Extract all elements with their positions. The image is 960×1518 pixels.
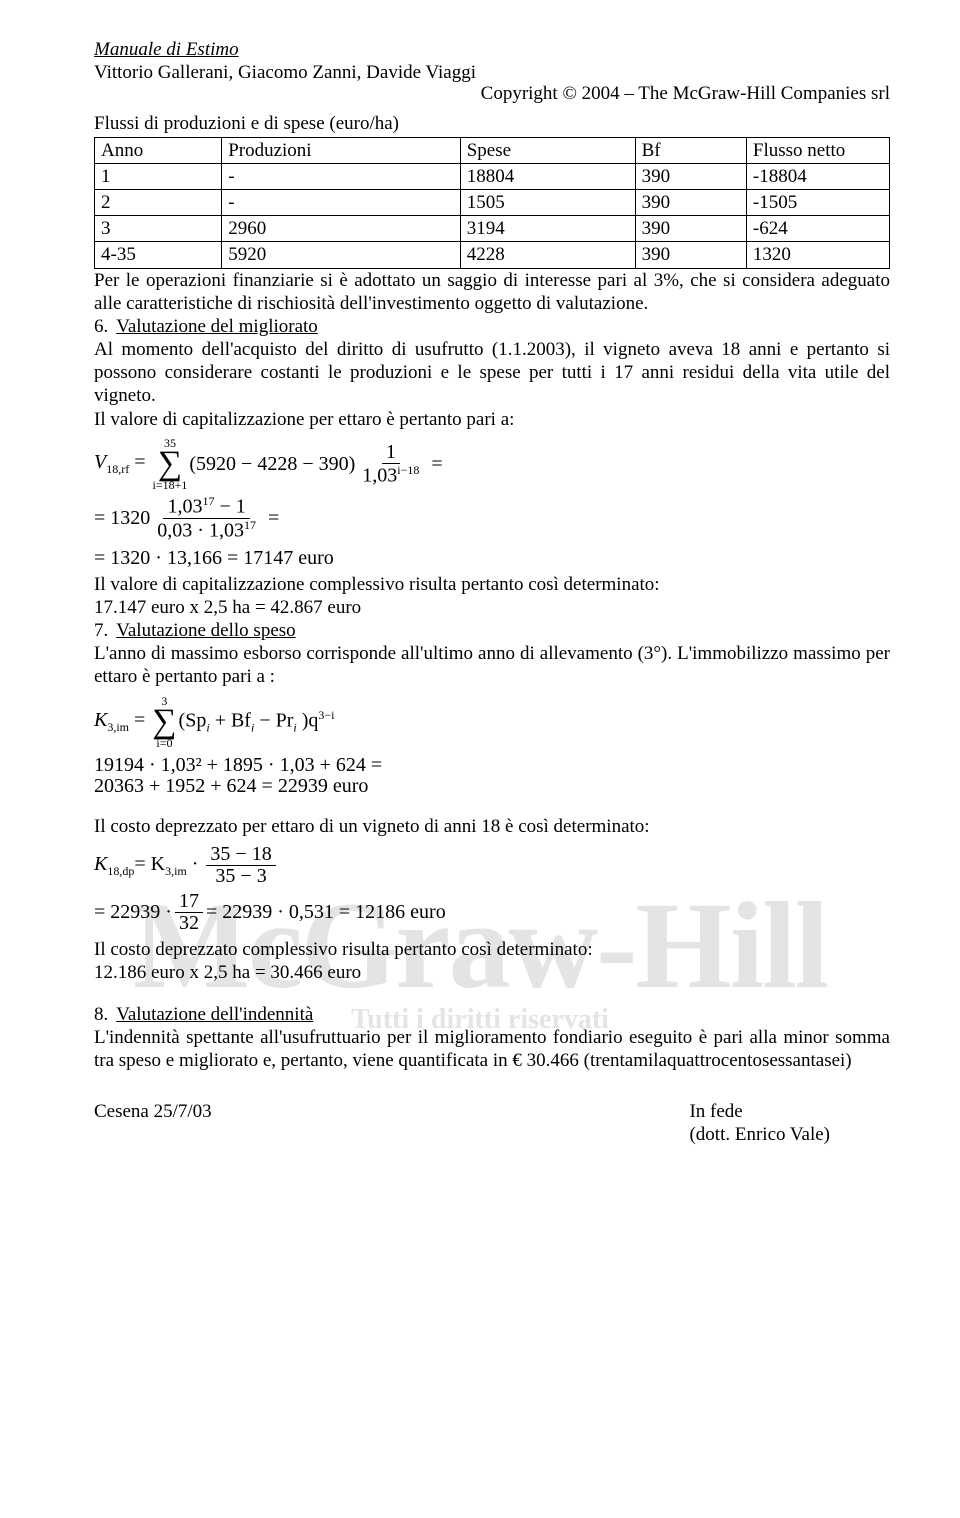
dep-l2-pre: = 22939 · (94, 902, 172, 923)
cell: 390 (635, 216, 746, 242)
k3-line3: 20363 + 1952 + 624 = 22939 euro (94, 776, 890, 797)
cell: 2960 (222, 216, 461, 242)
formula-k3: K3,im = 3 ∑ i=0 (Spi + Bfi − Pri )q3−i 1… (94, 695, 890, 798)
table-header-row: Anno Produzioni Spese Bf Flusso netto (95, 137, 890, 163)
sec8-title: Valutazione dell'indennità (116, 1003, 313, 1026)
dep-lhs: K (94, 853, 107, 875)
l2-d-exp: 17 (244, 518, 256, 532)
k3-lhs: K (94, 709, 107, 731)
sec6-body: Al momento dell'acquisto del diritto di … (94, 338, 890, 408)
doc-title: Manuale di Estimo (94, 38, 890, 61)
frac-d-base: 1,03 (362, 464, 397, 486)
cell: - (222, 190, 461, 216)
sec6-calc: 17.147 euro x 2,5 ha = 42.867 euro (94, 596, 890, 619)
dep-l2-n: 17 (175, 891, 203, 913)
signature-name: (dott. Enrico Vale) (689, 1123, 830, 1146)
v18-term: (5920 − 4228 − 390) (189, 454, 355, 475)
cell: 1 (95, 163, 222, 189)
k3-mid1: + Bf (215, 710, 251, 732)
dep-l2-tail: = 22939 · 0,531 = 12186 euro (206, 902, 446, 923)
l2-n-base: 1,03 (167, 496, 202, 518)
k3-pre: (Sp (179, 710, 207, 732)
intro-paragraph: Per le operazioni finanziarie si è adott… (94, 269, 890, 315)
table-row: 1 - 18804 390 -18804 (95, 163, 890, 189)
table-row: 4-35 5920 4228 390 1320 (95, 242, 890, 268)
sec8-num: 8. (94, 1003, 108, 1026)
k3-mid2: − Pr (259, 710, 293, 732)
v18-lhs-sub: 18,rf (106, 462, 129, 476)
k3-tail-exp: 3−i (318, 708, 334, 722)
l2-d: 0,03 · 1,03 (157, 520, 244, 542)
dep-lhs-sub: 18,dp (107, 864, 134, 878)
sigma-icon: ∑ (152, 707, 176, 738)
cell: 1505 (460, 190, 635, 216)
doc-authors: Vittorio Gallerani, Giacomo Zanni, David… (94, 61, 890, 84)
col-produzioni: Produzioni (222, 137, 461, 163)
cell: -18804 (746, 163, 889, 189)
place-date: Cesena 25/7/03 (94, 1100, 212, 1146)
sec8-body: L'indennità spettante all'usufruttuario … (94, 1026, 890, 1072)
col-anno: Anno (95, 137, 222, 163)
dep-rhs-sub: 3,im (165, 864, 187, 878)
formula-v18: V18,rf = 35 ∑ i=18+1 (5920 − 4228 − 390)… (94, 437, 890, 569)
section-6-head: 6. Valutazione del migliorato (94, 315, 890, 338)
cell: 5920 (222, 242, 461, 268)
table-row: 2 - 1505 390 -1505 (95, 190, 890, 216)
sec6-title: Valutazione del migliorato (116, 315, 318, 338)
cell: 3 (95, 216, 222, 242)
v18-lhs: V (94, 451, 106, 473)
section-7-head: 7. Valutazione dello speso (94, 619, 890, 642)
v18-line3: = 1320 · 13,166 = 17147 euro (94, 548, 890, 569)
flows-table: Anno Produzioni Spese Bf Flusso netto 1 … (94, 137, 890, 269)
k3-line2: 19194 · 1,03² + 1895 · 1,03 + 624 = (94, 755, 890, 776)
cell: - (222, 163, 461, 189)
dep-after: Il costo deprezzato complessivo risulta … (94, 938, 890, 961)
sec7-num: 7. (94, 619, 108, 642)
sigma-bot: i=18+1 (153, 479, 188, 491)
table-caption: Flussi di produzioni e di spese (euro/ha… (94, 112, 890, 135)
cell: 390 (635, 242, 746, 268)
sigma-bot: i=0 (156, 737, 172, 749)
col-spese: Spese (460, 137, 635, 163)
frac-d-exp: i−18 (397, 463, 419, 477)
k3-lhs-sub: 3,im (107, 720, 129, 734)
frac-n: 1 (382, 442, 400, 464)
section-8-head: 8. Valutazione dell'indennità (94, 1003, 890, 1026)
l2-n-tail: − 1 (214, 496, 245, 518)
cell: 4-35 (95, 242, 222, 268)
col-bf: Bf (635, 137, 746, 163)
table-row: 3 2960 3194 390 -624 (95, 216, 890, 242)
cell: 18804 (460, 163, 635, 189)
cell: -1505 (746, 190, 889, 216)
sec6-line2: Il valore di capitalizzazione per ettaro… (94, 408, 890, 431)
dep-l2-d: 32 (175, 913, 203, 934)
formula-dep: K18,dp = K3,im · 35 − 18 35 − 3 = 22939 … (94, 844, 890, 934)
col-flusso: Flusso netto (746, 137, 889, 163)
sec6-after: Il valore di capitalizzazione complessiv… (94, 573, 890, 596)
k3-tail-base: )q (302, 710, 319, 732)
dep-frac-d: 35 − 3 (211, 866, 270, 887)
dep-rhs: = K (134, 853, 165, 875)
sec7-body: L'anno di massimo esborso corrisponde al… (94, 642, 890, 688)
dep-calc: 12.186 euro x 2,5 ha = 30.466 euro (94, 961, 890, 984)
greeting: In fede (689, 1100, 830, 1123)
cell: 390 (635, 163, 746, 189)
doc-copyright: Copyright © 2004 – The McGraw-Hill Compa… (94, 82, 890, 105)
cell: 4228 (460, 242, 635, 268)
v18-l2-pre: = 1320 (94, 508, 150, 529)
sec7-title: Valutazione dello speso (116, 619, 295, 642)
cell: 2 (95, 190, 222, 216)
cell: 1320 (746, 242, 889, 268)
sigma-icon: ∑ (158, 449, 182, 480)
cell: 3194 (460, 216, 635, 242)
cell: 390 (635, 190, 746, 216)
dep-frac-n: 35 − 18 (206, 844, 275, 866)
sec6-num: 6. (94, 315, 108, 338)
cell: -624 (746, 216, 889, 242)
dep-intro: Il costo deprezzato per ettaro di un vig… (94, 815, 890, 838)
l2-n-exp: 17 (202, 494, 214, 508)
